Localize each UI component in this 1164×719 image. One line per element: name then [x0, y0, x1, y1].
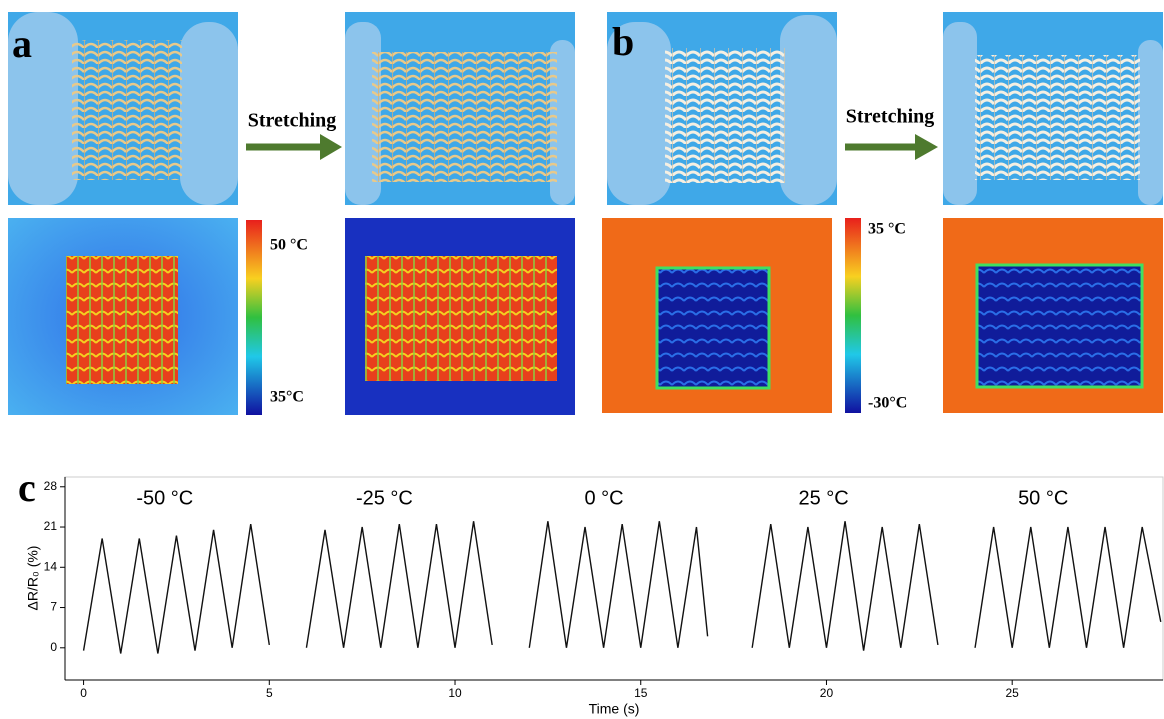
annotation: -50 °C [136, 487, 193, 509]
annotation: -25 °C [356, 487, 413, 509]
x-tick-label: 10 [448, 686, 462, 700]
y-tick-label: 28 [44, 479, 58, 493]
x-tick-label: 0 [80, 686, 87, 700]
x-tick-label: 25 [1006, 686, 1020, 700]
annotation: 50 °C [1018, 487, 1068, 509]
line [82, 521, 1162, 654]
y-tick-label: 7 [50, 600, 57, 614]
photos [8, 12, 1163, 415]
y-tick-label: 0 [50, 640, 57, 654]
colorbar-label: 35 °C [868, 221, 906, 238]
arrow-label: Stretching [846, 106, 935, 128]
y-tick-label: 14 [44, 559, 58, 573]
colorbar-label: 50 °C [270, 237, 308, 254]
x-axis-label: Time (s) [589, 701, 640, 717]
annotation: 0 °C [584, 487, 623, 509]
y-axis-label: ΔR/R₀ (%) [25, 546, 41, 611]
panel-label: c [18, 465, 36, 510]
colorbar-label: 35°C [270, 389, 304, 406]
x-tick-label: 15 [634, 686, 648, 700]
colorbar-label: -30°C [868, 395, 907, 412]
x-tick-label: 5 [266, 686, 273, 700]
panel-label: b [612, 19, 634, 64]
y-tick-label: 21 [44, 519, 58, 533]
x-tick-label: 20 [820, 686, 834, 700]
arrow-label: Stretching [248, 110, 337, 132]
annotation: 25 °C [798, 487, 848, 509]
panel-label: a [12, 21, 32, 66]
